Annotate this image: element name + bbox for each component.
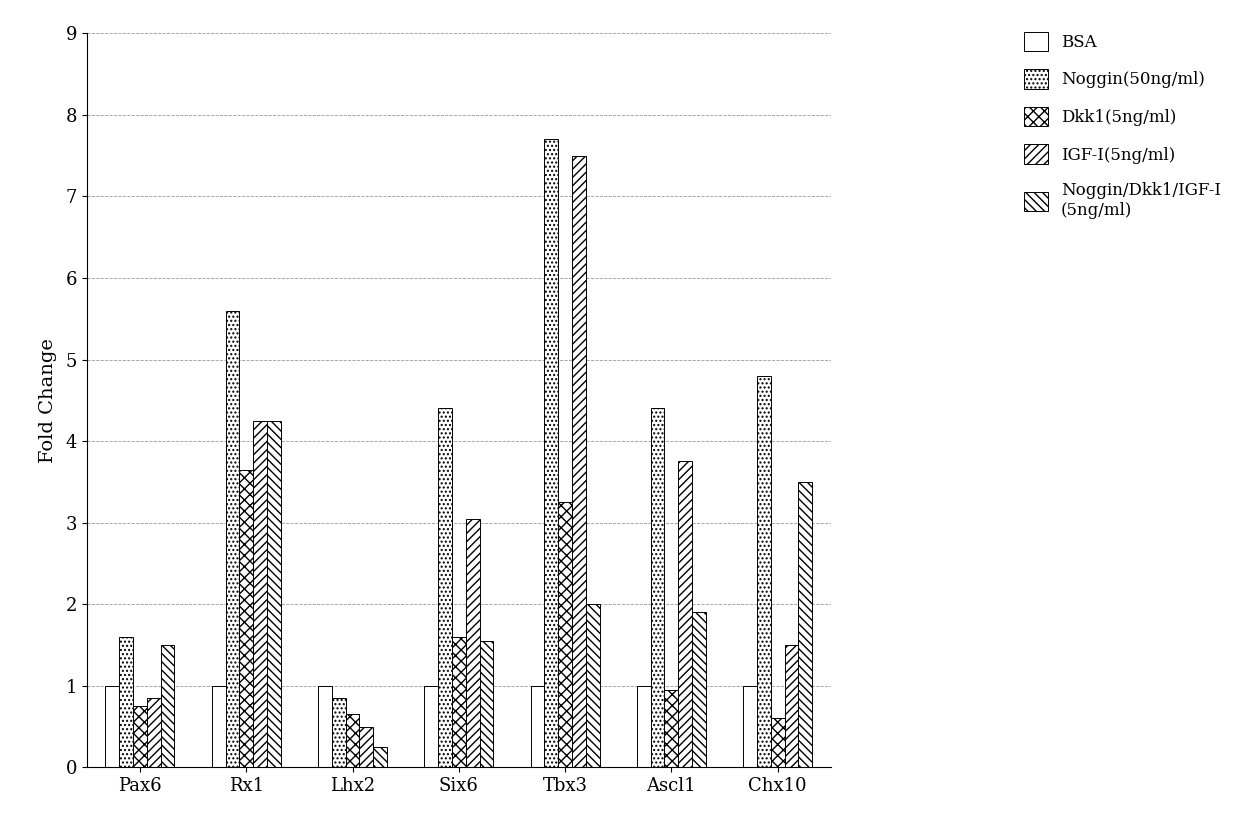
Bar	[544, 139, 558, 767]
Bar	[253, 420, 267, 767]
Bar	[756, 376, 771, 767]
Bar	[637, 686, 651, 767]
Bar	[105, 686, 119, 767]
Bar	[799, 482, 812, 767]
Bar	[161, 645, 175, 767]
Bar	[360, 726, 373, 767]
Bar	[771, 718, 785, 767]
Bar	[451, 637, 466, 767]
Legend: BSA, Noggin(50ng/ml), Dkk1(5ng/ml), IGF-I(5ng/ml), Noggin/Dkk1/IGF-I
(5ng/ml): BSA, Noggin(50ng/ml), Dkk1(5ng/ml), IGF-…	[1018, 25, 1228, 225]
Bar	[267, 420, 280, 767]
Bar	[466, 519, 480, 767]
Bar	[531, 686, 544, 767]
Bar	[212, 686, 226, 767]
Bar	[133, 706, 146, 767]
Bar	[692, 612, 706, 767]
Bar	[424, 686, 438, 767]
Bar	[119, 637, 133, 767]
Bar	[332, 698, 346, 767]
Y-axis label: Fold Change: Fold Change	[40, 338, 57, 463]
Bar	[558, 502, 572, 767]
Bar	[373, 747, 387, 767]
Bar	[226, 310, 239, 767]
Bar	[678, 461, 692, 767]
Bar	[665, 690, 678, 767]
Bar	[438, 409, 451, 767]
Bar	[743, 686, 756, 767]
Bar	[480, 641, 494, 767]
Bar	[346, 714, 360, 767]
Bar	[572, 156, 585, 767]
Bar	[785, 645, 799, 767]
Bar	[239, 470, 253, 767]
Bar	[651, 409, 665, 767]
Bar	[317, 686, 332, 767]
Bar	[146, 698, 161, 767]
Bar	[585, 604, 600, 767]
